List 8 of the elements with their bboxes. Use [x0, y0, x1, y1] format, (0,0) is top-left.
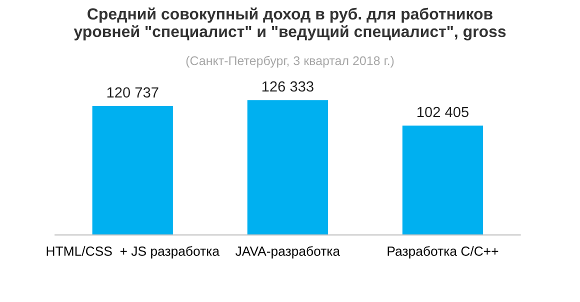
data-label: 126 333 [262, 81, 314, 92]
x-tick-label: Разработка C/C++ [388, 246, 498, 258]
data-label: 102 405 [417, 106, 468, 118]
x-tick-label: HTML/CSS + JS разработка [46, 246, 220, 258]
chart-subtitle: (Санкт-Петербург, 3 квартал 2018 г.) [186, 56, 394, 68]
chart-title: Средний совокупный доход в руб. для работников уровней "специалист" и "ведущий специалист", gross [74, 8, 506, 40]
x-tick-label: JAVA-разработка [236, 246, 340, 258]
data-label: 120 737 [107, 87, 158, 98]
